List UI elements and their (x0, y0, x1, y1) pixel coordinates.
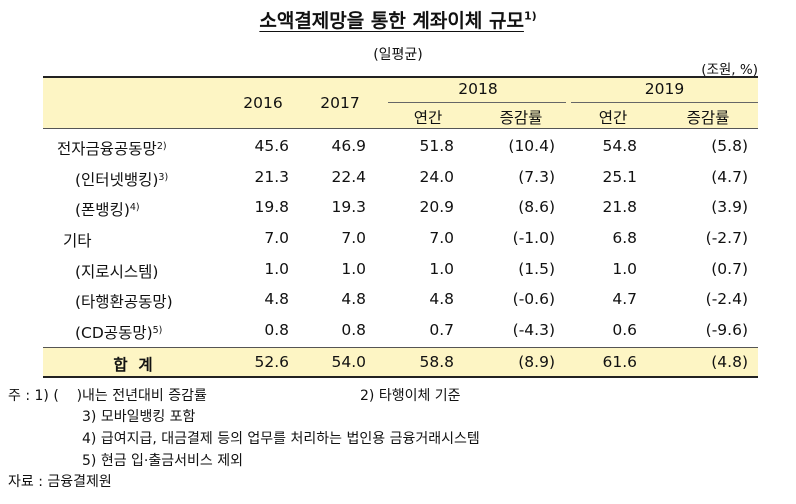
cell-2018-annual: 0.7 (429, 321, 454, 339)
cell-2019-growth: (-2.4) (705, 290, 748, 308)
cell-2017: 1.0 (341, 260, 366, 278)
data-table: 2016 2017 2018 2019 연간 증감률 연간 증감률 전자금융공동… (43, 76, 758, 378)
header-2016: 2016 (243, 94, 283, 112)
total-2019-annual: 61.6 (602, 353, 637, 371)
cell-2018-growth: (-0.6) (512, 290, 555, 308)
cell-2018-growth: (7.3) (518, 168, 555, 186)
cell-2018-annual: 4.8 (429, 290, 454, 308)
cell-2019-annual: 4.7 (612, 290, 637, 308)
cell-2019-growth: (3.9) (711, 198, 748, 216)
row-label: (지로시스템) (75, 263, 159, 281)
cell-2016: 19.8 (254, 198, 289, 216)
row-label: (타행환공동망) (75, 293, 173, 311)
cell-2016: 7.0 (264, 229, 289, 247)
header-2019-annual: 연간 (598, 109, 628, 127)
cell-2018-annual: 1.0 (429, 260, 454, 278)
cell-2017: 4.8 (341, 290, 366, 308)
cell-2018-annual: 20.9 (419, 198, 454, 216)
total-2017: 54.0 (331, 353, 366, 371)
row-label: (폰뱅킹)4) (75, 201, 140, 219)
cell-2016: 21.3 (254, 168, 289, 186)
note-5: 5) 현금 입·출금서비스 제외 (82, 453, 243, 469)
source-note: 자료 : 금융결제원 (8, 474, 112, 490)
header-2018-underline (388, 102, 566, 103)
cell-2018-growth: (1.5) (518, 260, 555, 278)
cell-2019-growth: (5.8) (711, 137, 748, 155)
cell-2017: 0.8 (341, 321, 366, 339)
total-2018-annual: 58.8 (419, 353, 454, 371)
subtitle: (일평균) (373, 47, 423, 63)
page-title: 소액결제망을 통한 계좌이체 규모1) (0, 6, 796, 33)
header-2019: 2019 (644, 80, 685, 98)
cell-2018-growth: (8.6) (518, 198, 555, 216)
header-2019-growth: 증감률 (686, 109, 730, 127)
total-label: 합 계 (113, 356, 153, 374)
cell-2019-annual: 54.8 (602, 137, 637, 155)
cell-2019-growth: (0.7) (711, 260, 748, 278)
row-label: (인터넷뱅킹)3) (75, 171, 169, 189)
cell-2017: 22.4 (331, 168, 366, 186)
header-2018: 2018 (458, 80, 498, 98)
total-2016: 52.6 (254, 353, 289, 371)
cell-2016: 0.8 (264, 321, 289, 339)
cell-2019-annual: 1.0 (612, 260, 637, 278)
cell-2018-growth: (10.4) (508, 137, 555, 155)
header-2018-annual: 연간 (413, 109, 443, 127)
row-label: 기타 (63, 232, 92, 250)
cell-2019-growth: (-9.6) (705, 321, 748, 339)
total-row-background (43, 347, 758, 378)
header-2018-growth: 증감률 (499, 109, 543, 127)
note-2: 2) 타행이체 기준 (360, 388, 461, 404)
cell-2018-annual: 24.0 (419, 168, 454, 186)
cell-2019-growth: (-2.7) (705, 229, 748, 247)
cell-2016: 45.6 (254, 137, 289, 155)
cell-2018-growth: (-4.3) (512, 321, 555, 339)
total-2018-growth: (8.9) (518, 353, 555, 371)
unit-label: (조원, %) (701, 62, 758, 78)
header-2017: 2017 (320, 94, 360, 112)
cell-2019-annual: 25.1 (602, 168, 637, 186)
cell-2019-annual: 0.6 (612, 321, 637, 339)
note-3: 3) 모바일뱅킹 포함 (82, 409, 196, 425)
title-footnote-mark: 1) (523, 9, 537, 23)
cell-2019-growth: (4.7) (711, 168, 748, 186)
row-label: (CD공동망)5) (75, 324, 163, 342)
cell-2018-annual: 7.0 (429, 229, 454, 247)
cell-2018-annual: 51.8 (419, 137, 454, 155)
note-1: 주 : 1) ( )내는 전년대비 증감률 (8, 388, 207, 404)
cell-2017: 7.0 (341, 229, 366, 247)
title-text: 소액결제망을 통한 계좌이체 규모 (259, 10, 524, 32)
cell-2016: 1.0 (264, 260, 289, 278)
header-2019-underline (571, 102, 758, 103)
cell-2018-growth: (-1.0) (512, 229, 555, 247)
row-label: 전자금융공동망2) (57, 140, 167, 158)
note-4: 4) 급여지급, 대금결제 등의 업무를 처리하는 법인용 금융거래시스템 (82, 431, 480, 447)
cell-2019-annual: 21.8 (602, 198, 637, 216)
total-2019-growth: (4.8) (711, 353, 748, 371)
cell-2017: 46.9 (331, 137, 366, 155)
cell-2016: 4.8 (264, 290, 289, 308)
cell-2017: 19.3 (331, 198, 366, 216)
cell-2019-annual: 6.8 (612, 229, 637, 247)
